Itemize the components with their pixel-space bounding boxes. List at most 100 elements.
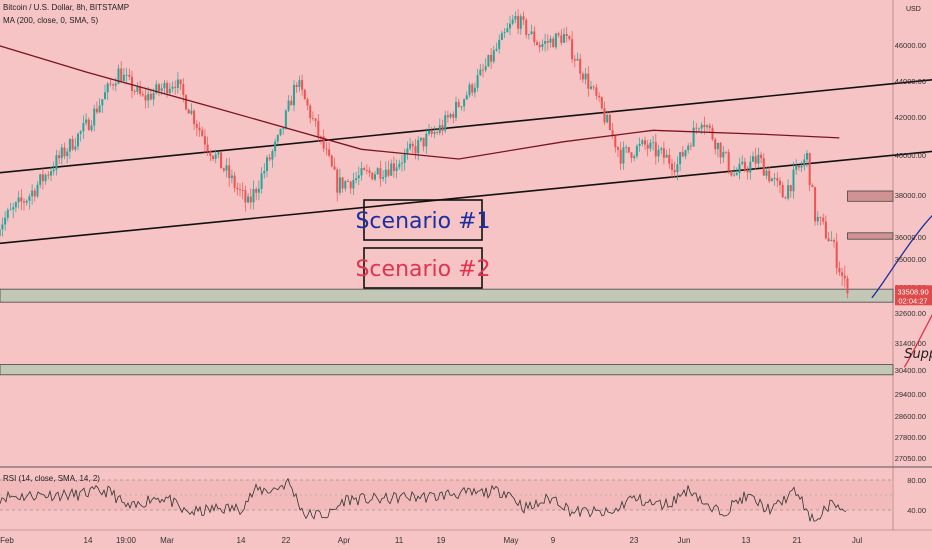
candle-body xyxy=(338,177,341,193)
candle-body xyxy=(654,142,657,157)
candle-body xyxy=(430,130,433,134)
candle-95 xyxy=(252,180,255,210)
candle-66 xyxy=(174,80,177,95)
candle-309 xyxy=(830,231,833,242)
candle-130 xyxy=(347,179,349,183)
candle-25 xyxy=(63,142,66,160)
candle-body xyxy=(471,84,474,93)
candle-208 xyxy=(557,31,560,38)
candle-103 xyxy=(274,138,277,158)
candle-body xyxy=(468,84,471,96)
candle-65 xyxy=(171,81,174,93)
bar-countdown: 02:04:27 xyxy=(898,296,927,305)
candle-19 xyxy=(47,171,50,180)
ma-indicator-label[interactable]: MA (200, close, 0, SMA, 5) xyxy=(3,16,99,25)
scenario-2-box xyxy=(363,247,483,289)
candle-315 xyxy=(846,275,849,299)
candle-body xyxy=(160,88,163,91)
candle-body xyxy=(317,120,320,137)
candle-18 xyxy=(44,173,47,185)
candle-body xyxy=(473,87,476,93)
candle-77 xyxy=(203,129,206,153)
candle-234 xyxy=(627,147,630,154)
x-tick-label: 14 xyxy=(237,536,246,545)
candle-body xyxy=(833,240,835,242)
candle-body xyxy=(652,142,655,143)
rsi-line xyxy=(0,477,847,522)
x-tick-label: 9 xyxy=(551,536,556,545)
candle-269 xyxy=(722,146,725,163)
candle-body xyxy=(282,128,285,130)
candle-53 xyxy=(139,80,142,97)
candle-241 xyxy=(646,139,649,157)
candle-287 xyxy=(770,177,773,182)
candle-146 xyxy=(390,159,393,176)
scenario-1-curve xyxy=(871,214,932,299)
candle-39 xyxy=(101,99,104,113)
candle-190 xyxy=(509,15,511,36)
candle-body xyxy=(441,125,444,131)
candle-body xyxy=(193,110,196,125)
candle-body xyxy=(538,44,541,48)
candle-body xyxy=(93,108,96,126)
candle-body xyxy=(198,127,201,131)
candle-97 xyxy=(257,180,260,201)
candle-body xyxy=(249,196,252,203)
candle-body xyxy=(835,241,838,269)
candle-14 xyxy=(33,188,36,202)
candle-body xyxy=(760,154,763,159)
y-tick-label: 29400.00 xyxy=(895,390,926,399)
candle-196 xyxy=(525,17,528,39)
candle-body xyxy=(530,31,533,35)
candle-body xyxy=(684,150,687,157)
candle-178 xyxy=(476,68,479,92)
candle-body xyxy=(455,101,457,118)
y-tick-label: 36000.00 xyxy=(895,233,926,242)
candle-body xyxy=(749,161,752,173)
candle-114 xyxy=(303,88,306,100)
candle-body xyxy=(31,190,34,197)
candle-294 xyxy=(789,184,792,198)
candle-90 xyxy=(239,183,241,197)
candle-3 xyxy=(4,211,7,231)
candle-body xyxy=(328,149,331,156)
candle-263 xyxy=(706,124,709,131)
candle-body xyxy=(784,197,787,199)
candle-body xyxy=(176,79,179,88)
rsi-indicator-label[interactable]: RSI (14, close, SMA, 14, 2) xyxy=(3,474,100,483)
candle-body xyxy=(203,136,206,145)
candle-5 xyxy=(9,202,12,211)
candle-27 xyxy=(68,138,71,159)
y-tick-label: 30400.00 xyxy=(895,366,926,375)
candle-213 xyxy=(571,31,574,64)
candle-147 xyxy=(392,156,395,178)
candle-286 xyxy=(768,166,771,183)
candle-body xyxy=(514,15,517,20)
candle-194 xyxy=(519,13,522,35)
candle-body xyxy=(603,108,606,123)
candle-body xyxy=(355,178,358,180)
candle-body xyxy=(681,152,684,157)
candle-145 xyxy=(387,160,390,178)
candle-250 xyxy=(671,158,673,179)
candle-21 xyxy=(52,161,55,176)
candle-body xyxy=(789,185,792,192)
candle-body xyxy=(630,152,633,158)
candle-304 xyxy=(816,211,819,226)
candle-body xyxy=(679,152,682,165)
candle-body xyxy=(438,125,441,133)
candle-body xyxy=(222,168,225,171)
candle-body xyxy=(584,73,587,80)
candle-169 xyxy=(452,111,455,124)
candle-body xyxy=(77,133,79,147)
candle-288 xyxy=(773,173,776,186)
y-tick-label: 46000.00 xyxy=(895,41,926,50)
candle-285 xyxy=(765,166,768,180)
candle-242 xyxy=(649,139,652,152)
candle-body xyxy=(627,147,630,153)
candle-body xyxy=(25,200,28,203)
candle-body xyxy=(298,80,301,88)
candle-body xyxy=(23,201,25,203)
